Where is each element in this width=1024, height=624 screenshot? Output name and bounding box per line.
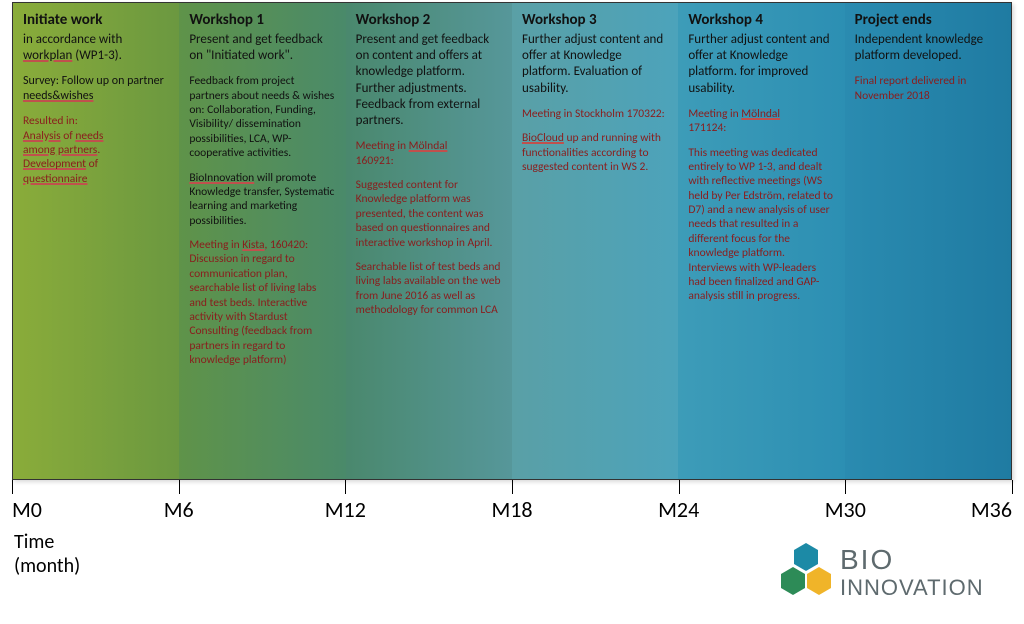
column-block: Feedback from project partners about nee… xyxy=(189,74,335,160)
timeline-tick xyxy=(1012,480,1013,494)
column-title: Initiate work xyxy=(23,11,169,30)
axis-label-line2: (month) xyxy=(14,554,80,578)
column-block: Survey: Follow up on partner needs&wishe… xyxy=(23,74,169,104)
timeline-tick xyxy=(512,480,513,494)
timeline-tick-label: M30 xyxy=(825,496,866,523)
column-block: Meeting in Mölndal160921: xyxy=(356,139,502,168)
timeline-tick-labels: M0 M6 M12 M18 M24 M30 M36 xyxy=(12,496,1012,526)
column-subtitle: Present and get feedback on "Initiated w… xyxy=(189,32,335,65)
column-block: Meeting in Stockholm 170322: xyxy=(522,107,668,121)
timeline-tick-label: M12 xyxy=(325,496,366,523)
column-subtitle: in accordance with workplan (WP1-3). xyxy=(23,32,169,65)
timeline-tick xyxy=(12,480,13,494)
timeline-tick xyxy=(179,480,180,494)
axis-label: Time (month) xyxy=(14,530,80,578)
column-subtitle: Independent knowledge platform developed… xyxy=(855,32,1001,65)
timeline-tick-label: M24 xyxy=(658,496,699,523)
timeline-tick xyxy=(845,480,846,494)
column-block: Searchable list of test beds and living … xyxy=(356,260,502,318)
timeline-tick xyxy=(679,480,680,494)
column-title: Workshop 1 xyxy=(189,11,335,30)
bioinnovation-logo: BIO INNOVATION xyxy=(776,539,1006,614)
timeline-tick-label: M6 xyxy=(164,496,194,523)
timeline-tick-label: M36 xyxy=(971,496,1012,523)
column-subtitle: Further adjust content and offer at Know… xyxy=(522,32,668,97)
column-block: Meeting in Kista, 160420: Discussion in … xyxy=(189,238,335,367)
logo-text-bottom: INNOVATION xyxy=(840,575,984,600)
timeline-column-1: Workshop 1 Present and get feedback on "I… xyxy=(179,3,345,479)
timeline-tick-label: M0 xyxy=(12,496,42,523)
column-title: Workshop 2 xyxy=(356,11,502,30)
column-block: This meeting was dedicated entirely to W… xyxy=(688,146,834,304)
timeline-column-3: Workshop 3 Further adjust content and off… xyxy=(512,3,678,479)
column-block: Resulted in:Analysis of needsamong partn… xyxy=(23,114,169,186)
timeline-tick xyxy=(345,480,346,494)
logo-text-top: BIO xyxy=(840,544,894,575)
timeline-tick-label: M18 xyxy=(491,496,532,523)
column-title: Project ends xyxy=(855,11,1001,30)
axis-label-line1: Time xyxy=(14,530,80,554)
column-title: Workshop 3 xyxy=(522,11,668,30)
column-block: Final report delivered in November 2018 xyxy=(855,74,1001,103)
timeline-column-0: Initiate work in accordance with workplan… xyxy=(13,3,179,479)
timeline-column-2: Workshop 2 Present and get feedback on co… xyxy=(346,3,512,479)
logo-hex-cluster xyxy=(781,543,831,595)
column-title: Workshop 4 xyxy=(688,11,834,30)
column-block: BioCloud up and running with functionali… xyxy=(522,131,668,174)
timeline-column-5: Project ends Independent knowledge platfo… xyxy=(845,3,1011,479)
column-block: BioInnovation will promote Knowledge tra… xyxy=(189,171,335,229)
timeline-column-4: Workshop 4 Further adjust content and off… xyxy=(678,3,844,479)
column-block: Meeting in Mölndal171124: xyxy=(688,107,834,136)
column-subtitle: Further adjust content and offer at Know… xyxy=(688,32,834,97)
column-subtitle: Present and get feedback on content and … xyxy=(356,32,502,130)
timeline-columns: Initiate work in accordance with workplan… xyxy=(12,2,1012,480)
column-block: Suggested content for Knowledge platform… xyxy=(356,178,502,250)
